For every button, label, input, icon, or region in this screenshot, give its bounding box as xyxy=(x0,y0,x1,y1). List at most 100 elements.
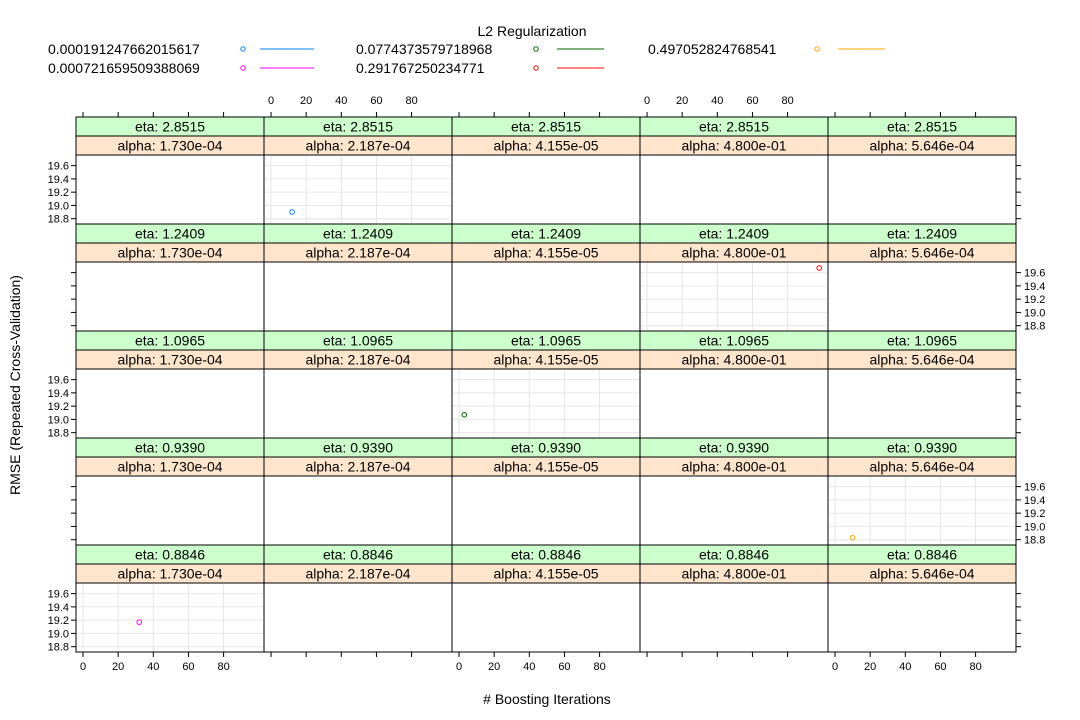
eta-strip-label: eta: 0.8846 xyxy=(887,547,957,563)
alpha-strip-label: alpha: 4.800e-01 xyxy=(681,352,786,368)
alpha-strip-label: alpha: 4.800e-01 xyxy=(681,245,786,261)
legend-label: 0.497052824768541 xyxy=(648,41,777,57)
alpha-strip-label: alpha: 2.187e-04 xyxy=(305,245,410,261)
eta-strip-label: eta: 1.0965 xyxy=(323,333,393,349)
panel: eta: 0.8846 alpha: 1.730e-04 xyxy=(75,544,265,653)
x-tick-label: 80 xyxy=(405,95,417,107)
x-tick-label: 0 xyxy=(80,661,86,673)
x-tick-label: 80 xyxy=(969,661,981,673)
plot-area xyxy=(451,582,641,653)
y-tick-label: 19.2 xyxy=(48,401,69,413)
x-tick-label: 80 xyxy=(217,661,229,673)
eta-strip-label: eta: 1.2409 xyxy=(699,226,769,242)
plot-area xyxy=(75,582,265,653)
panel: eta: 1.0965 alpha: 4.155e-05 xyxy=(451,330,641,439)
legend-label: 0.000191247662015617 xyxy=(48,41,200,57)
eta-strip-label: eta: 0.8846 xyxy=(511,547,581,563)
eta-strip-label: eta: 0.9390 xyxy=(511,440,581,456)
legend: L2 Regularization 0.000191247662015617 0.… xyxy=(48,23,885,76)
eta-strip-label: eta: 1.0965 xyxy=(511,333,581,349)
x-tick-label: 0 xyxy=(644,95,650,107)
panel: eta: 1.0965 alpha: 4.800e-01 xyxy=(639,330,829,439)
plot-area xyxy=(263,475,453,546)
plot-area xyxy=(451,154,641,225)
y-tick-label: 19.2 xyxy=(48,187,69,199)
panel: eta: 1.2409 alpha: 1.730e-04 xyxy=(75,223,265,332)
plot-area xyxy=(827,154,1017,225)
eta-strip-label: eta: 0.9390 xyxy=(887,440,957,456)
alpha-strip-label: alpha: 5.646e-04 xyxy=(869,459,974,475)
alpha-strip-label: alpha: 1.730e-04 xyxy=(117,459,222,475)
eta-strip-label: eta: 1.0965 xyxy=(135,333,205,349)
legend-marker xyxy=(814,46,820,52)
panel: eta: 2.8515 alpha: 5.646e-04 xyxy=(827,116,1017,225)
plot-area xyxy=(827,582,1017,653)
panel: eta: 1.2409 alpha: 4.155e-05 xyxy=(451,223,641,332)
panel: eta: 2.8515 alpha: 2.187e-04 xyxy=(263,116,453,225)
alpha-strip-label: alpha: 2.187e-04 xyxy=(305,352,410,368)
legend-label: 0.0774373579718968 xyxy=(356,41,492,57)
y-tick-label: 19.6 xyxy=(48,161,69,173)
data-point xyxy=(849,534,856,541)
panel: eta: 0.9390 alpha: 4.800e-01 xyxy=(639,437,829,546)
alpha-strip-label: alpha: 4.800e-01 xyxy=(681,566,786,582)
x-tick-label: 80 xyxy=(781,95,793,107)
plot-area xyxy=(639,261,829,332)
alpha-strip-label: alpha: 2.187e-04 xyxy=(305,138,410,154)
panel: eta: 1.2409 alpha: 5.646e-04 xyxy=(827,223,1017,332)
x-tick-label: 40 xyxy=(899,661,911,673)
alpha-strip-label: alpha: 5.646e-04 xyxy=(869,566,974,582)
plot-area xyxy=(75,154,265,225)
panel: eta: 0.9390 alpha: 5.646e-04 xyxy=(827,437,1017,546)
x-tick-label: 60 xyxy=(370,95,382,107)
alpha-strip-label: alpha: 1.730e-04 xyxy=(117,138,222,154)
eta-strip-label: eta: 1.2409 xyxy=(323,226,393,242)
y-tick-label: 19.0 xyxy=(48,414,69,426)
legend-label: 0.291767250234771 xyxy=(356,60,485,76)
eta-strip-label: eta: 0.9390 xyxy=(323,440,393,456)
x-tick-label: 80 xyxy=(593,661,605,673)
alpha-strip-label: alpha: 1.730e-04 xyxy=(117,352,222,368)
x-tick-label: 20 xyxy=(488,661,500,673)
y-tick-label: 19.4 xyxy=(48,174,69,186)
y-tick-label: 19.2 xyxy=(48,615,69,627)
legend-marker xyxy=(533,46,539,52)
eta-strip-label: eta: 2.8515 xyxy=(699,119,769,135)
panel: eta: 2.8515 alpha: 4.155e-05 xyxy=(451,116,641,225)
eta-strip-label: eta: 1.0965 xyxy=(699,333,769,349)
y-tick-label: 18.8 xyxy=(1024,321,1045,333)
y-tick-label: 18.8 xyxy=(48,642,69,654)
x-tick-label: 40 xyxy=(711,95,723,107)
plot-area xyxy=(263,368,453,439)
eta-strip-label: eta: 0.9390 xyxy=(699,440,769,456)
alpha-strip-label: alpha: 1.730e-04 xyxy=(117,245,222,261)
y-axis-label: RMSE (Repeated Cross-Validation) xyxy=(7,275,23,495)
panel: eta: 0.9390 alpha: 1.730e-04 xyxy=(75,437,265,546)
y-tick-label: 19.0 xyxy=(1024,521,1045,533)
eta-strip-label: eta: 2.8515 xyxy=(135,119,205,135)
x-tick-label: 20 xyxy=(676,95,688,107)
axes: 18.819.019.219.419.618.819.019.219.419.6… xyxy=(48,95,1046,673)
eta-strip-label: eta: 1.0965 xyxy=(887,333,957,349)
data-point xyxy=(816,265,823,271)
panel: eta: 0.9390 alpha: 4.155e-05 xyxy=(451,437,641,546)
x-tick-label: 60 xyxy=(558,661,570,673)
x-tick-label: 20 xyxy=(112,661,124,673)
eta-strip-label: eta: 1.2409 xyxy=(135,226,205,242)
data-panel xyxy=(829,477,1015,544)
x-tick-label: 0 xyxy=(268,95,274,107)
panel: eta: 0.8846 alpha: 4.155e-05 xyxy=(451,544,641,653)
alpha-strip-label: alpha: 4.800e-01 xyxy=(681,138,786,154)
plot-area xyxy=(263,582,453,653)
panel: eta: 0.8846 alpha: 5.646e-04 xyxy=(827,544,1017,653)
x-tick-label: 60 xyxy=(934,661,946,673)
alpha-strip-label: alpha: 2.187e-04 xyxy=(305,566,410,582)
panel: eta: 2.8515 alpha: 4.800e-01 xyxy=(639,116,829,225)
x-tick-label: 20 xyxy=(864,661,876,673)
x-tick-label: 40 xyxy=(147,661,159,673)
panel: eta: 1.2409 alpha: 4.800e-01 xyxy=(639,223,829,332)
panel: eta: 0.8846 alpha: 2.187e-04 xyxy=(263,544,453,653)
alpha-strip-label: alpha: 4.155e-05 xyxy=(493,459,598,475)
data-point xyxy=(289,209,295,215)
